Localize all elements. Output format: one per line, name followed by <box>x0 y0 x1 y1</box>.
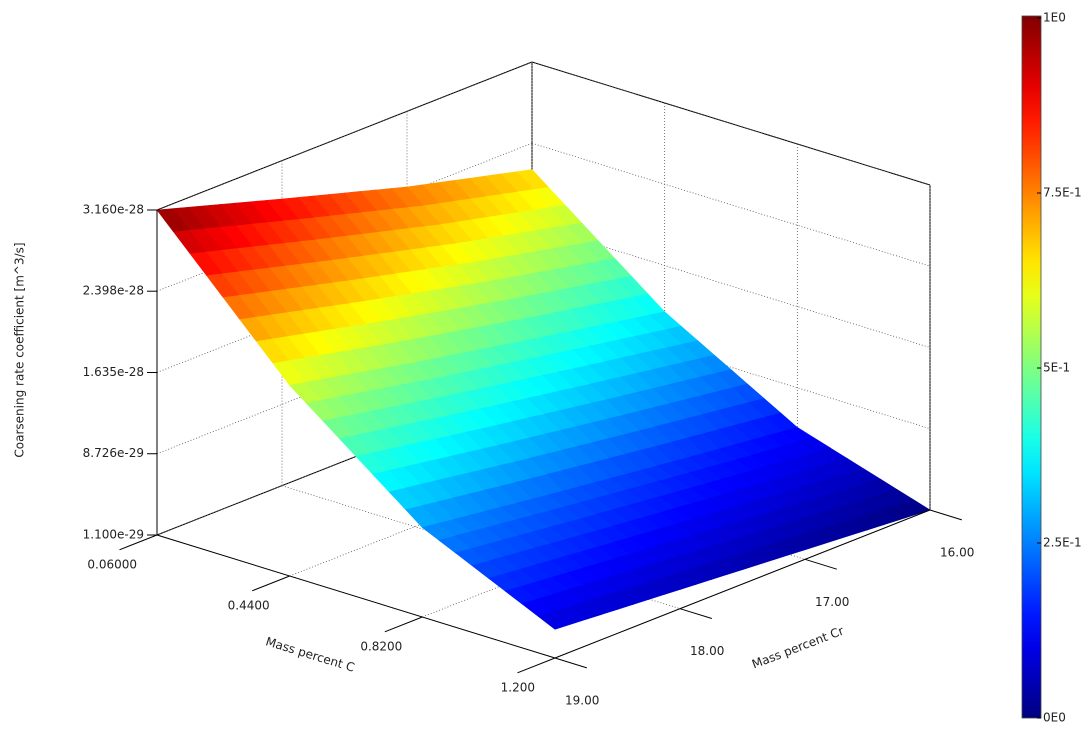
grid-line <box>531 142 931 267</box>
tick-mark <box>929 509 962 521</box>
axis-line <box>156 534 556 659</box>
y-tick-label: 16.00 <box>940 546 974 560</box>
y-tick-label: 18.00 <box>690 644 724 658</box>
y-tick-label: 19.00 <box>565 694 599 708</box>
x-axis-label: Mass percent C <box>264 634 356 674</box>
tick-mark <box>119 534 158 551</box>
y-axis-label: Mass percent Cr <box>750 624 846 672</box>
colorbar <box>1021 15 1042 719</box>
z-tick-label: 3.160e-28 <box>83 203 144 217</box>
z-tick-label: 8.726e-29 <box>83 446 144 460</box>
grid-line <box>156 386 533 536</box>
surface <box>156 169 931 630</box>
z-tick-label: 1.100e-29 <box>83 528 144 542</box>
surface-patch <box>537 611 572 630</box>
x-tick-label: 0.4400 <box>228 599 270 613</box>
axes-front: 1.100e-29 8.726e-29 1.635e-28 2.398e-28 3.16… <box>83 203 975 708</box>
x-tick-label: 0.8200 <box>360 640 402 654</box>
colorbar-tick-label: 0E0 <box>1043 711 1066 725</box>
tick-mark <box>804 558 837 570</box>
z-tick-label: 2.398e-28 <box>83 284 144 298</box>
colorbar-tick-label: 1E0 <box>1043 11 1066 25</box>
tick-mark <box>554 657 587 669</box>
colorbar-ticks: 0E0 2.5E-1 5E-1 7.5E-1 1E0 <box>1037 11 1082 725</box>
tick-mark <box>679 608 712 619</box>
axis-line <box>554 509 931 659</box>
x-tick-label: 0.06000 <box>87 558 137 572</box>
y-tick-label: 17.00 <box>815 595 849 609</box>
z-tick-label: 1.635e-28 <box>83 365 144 379</box>
grid-line <box>281 485 681 610</box>
tick-mark <box>251 575 290 592</box>
grid-line <box>531 61 931 186</box>
grid-line <box>156 61 533 211</box>
colorbar-tick-label: 2.5E-1 <box>1043 536 1082 550</box>
colorbar-tick-label: 7.5E-1 <box>1043 186 1082 200</box>
z-axis-label: Coarsening rate coefficient [m^3/s] <box>13 242 27 457</box>
x-tick-label: 1.200 <box>501 681 535 695</box>
tick-mark <box>384 616 423 633</box>
colorbar-tick-label: 5E-1 <box>1043 361 1070 375</box>
tick-mark <box>517 657 556 674</box>
